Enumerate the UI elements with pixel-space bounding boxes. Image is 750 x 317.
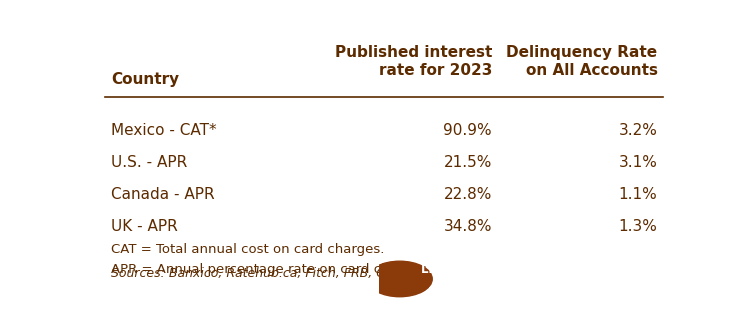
Text: 34.8%: 34.8% xyxy=(443,219,492,234)
Text: UK - APR: UK - APR xyxy=(111,219,178,234)
Text: 1.1%: 1.1% xyxy=(619,187,658,202)
Text: Sources: Banxico, Ratehub.ca, Fitch, FRB, CFPB: Sources: Banxico, Ratehub.ca, Fitch, FRB… xyxy=(111,267,409,280)
Text: Delinquency Rate
on All Accounts: Delinquency Rate on All Accounts xyxy=(506,45,658,78)
Text: Published interest
rate for 2023: Published interest rate for 2023 xyxy=(334,45,492,78)
Text: 21.5%: 21.5% xyxy=(443,155,492,170)
Text: CAT = Total annual cost on card charges.: CAT = Total annual cost on card charges. xyxy=(111,243,385,256)
Text: Live Well: Live Well xyxy=(421,263,481,276)
Text: 1.3%: 1.3% xyxy=(619,219,658,234)
Text: 3.2%: 3.2% xyxy=(619,124,658,139)
Text: 22.8%: 22.8% xyxy=(443,187,492,202)
Text: Mexico - CAT*: Mexico - CAT* xyxy=(111,124,217,139)
Text: U.S. - APR: U.S. - APR xyxy=(111,155,188,170)
Text: Canada - APR: Canada - APR xyxy=(111,187,214,202)
Text: Mexico: Mexico xyxy=(427,286,474,300)
Text: Country: Country xyxy=(111,72,179,87)
Text: 90.9%: 90.9% xyxy=(443,124,492,139)
Circle shape xyxy=(368,261,432,297)
Text: 3.1%: 3.1% xyxy=(619,155,658,170)
Text: APR = Annual percentage rate on card charges.: APR = Annual percentage rate on card cha… xyxy=(111,262,431,275)
